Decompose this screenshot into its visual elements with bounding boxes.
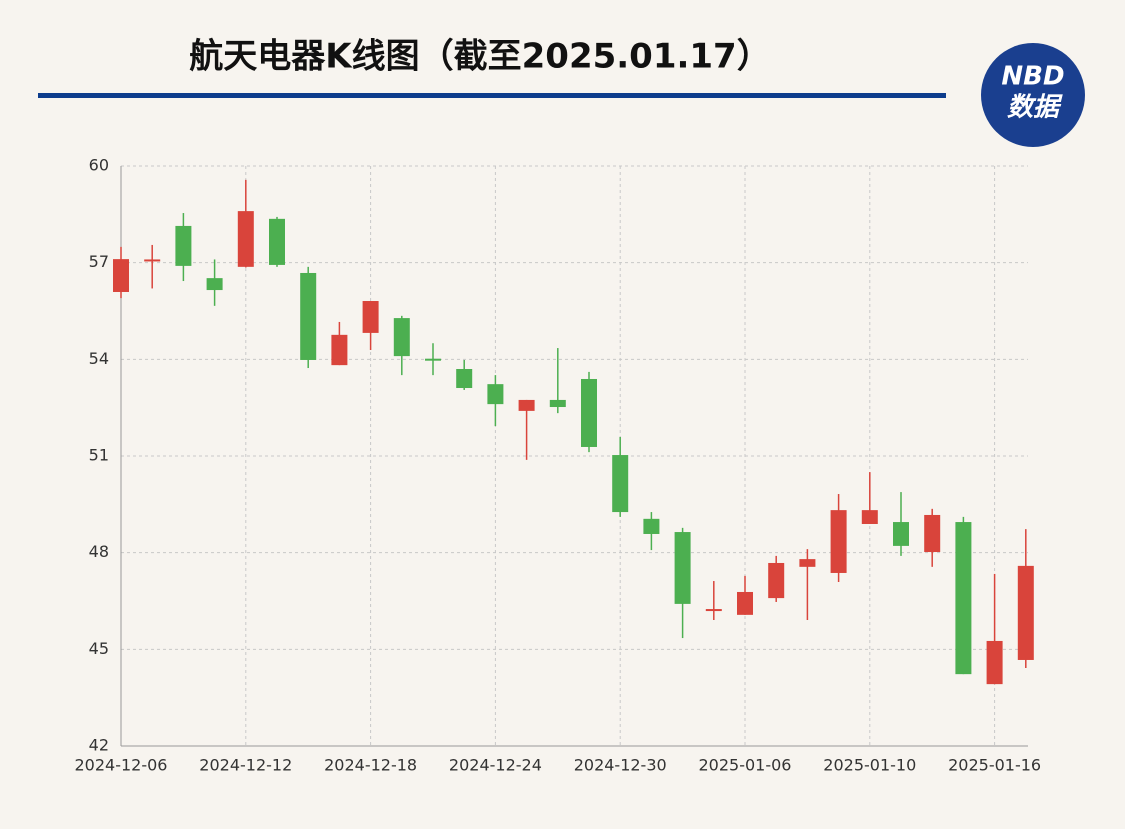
logo-bottom: 数据 <box>1007 93 1063 123</box>
candle-body <box>362 301 379 333</box>
candle-body <box>705 609 722 612</box>
x-tick-label: 2024-12-18 <box>324 756 417 775</box>
logo-circle <box>981 43 1085 147</box>
y-tick-label: 42 <box>89 736 109 755</box>
logo-top: NBD <box>1001 62 1064 92</box>
y-tick-label: 48 <box>89 542 109 561</box>
y-tick-label: 54 <box>89 349 109 368</box>
candle-body <box>581 378 597 447</box>
candle-body <box>237 211 254 267</box>
candle-body <box>487 384 504 405</box>
candle-body <box>331 334 348 366</box>
candle-body <box>1017 565 1034 660</box>
candle-body <box>861 510 878 524</box>
candle-body <box>144 259 161 262</box>
candle-body <box>986 640 1003 685</box>
candle-body <box>518 399 535 411</box>
title-rule <box>38 93 946 98</box>
candle-body <box>924 514 941 553</box>
x-tick-label: 2024-12-30 <box>574 756 667 775</box>
candle-body <box>269 218 285 265</box>
x-tick-label: 2024-12-24 <box>449 756 542 775</box>
candle-body <box>830 510 847 573</box>
candle-body <box>113 259 129 292</box>
chart-title: 航天电器K线图（截至2025.01.17） <box>189 37 770 77</box>
candle-body <box>175 225 192 266</box>
candle-body <box>393 318 410 357</box>
y-tick-label: 60 <box>89 156 109 175</box>
candle-body <box>612 455 629 513</box>
candle-body <box>300 272 317 360</box>
candle-body <box>893 522 909 546</box>
x-tick-label: 2025-01-06 <box>699 756 792 775</box>
candle-body <box>456 369 473 389</box>
x-tick-label: 2025-01-10 <box>823 756 916 775</box>
candle-body <box>425 358 441 361</box>
x-tick-label: 2025-01-16 <box>948 756 1041 775</box>
candle-body <box>549 399 566 408</box>
y-tick-label: 57 <box>89 252 109 271</box>
candle-body <box>206 278 223 291</box>
y-tick-label: 45 <box>89 639 109 658</box>
candle-body <box>643 518 660 534</box>
candle-body <box>674 532 691 604</box>
candle-body <box>799 559 816 567</box>
x-tick-label: 2024-12-06 <box>75 756 168 775</box>
x-tick-label: 2024-12-12 <box>199 756 292 775</box>
y-tick-label: 51 <box>89 446 109 465</box>
candle-body <box>737 591 753 615</box>
candle-body <box>768 562 785 599</box>
candle-body <box>955 522 972 675</box>
